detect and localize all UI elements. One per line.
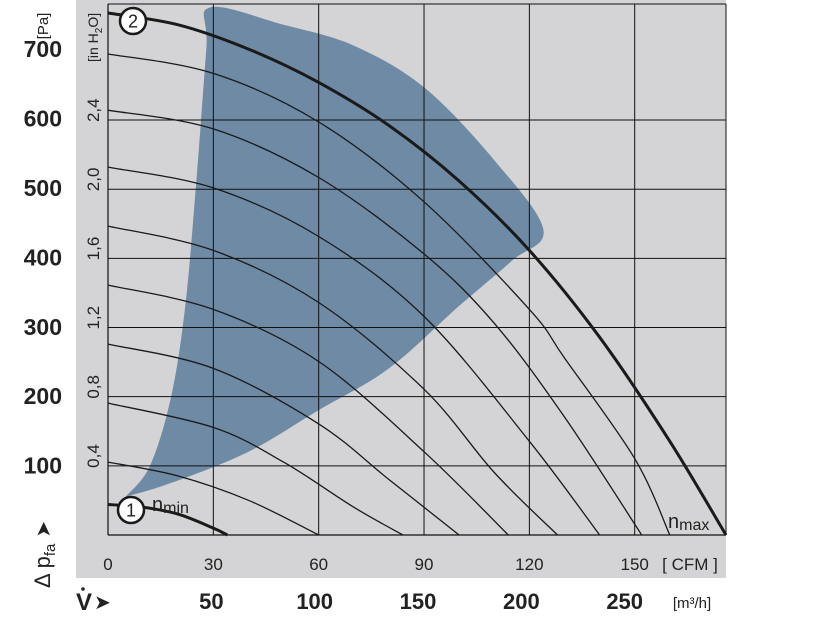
x-tick-cfm: 60 xyxy=(309,555,328,574)
x-tick-m3h: 250 xyxy=(606,589,643,614)
axis-labels: 100200300400500600700[Pa]0,40,81,21,62,0… xyxy=(24,13,718,616)
x-tick-cfm: 0 xyxy=(103,555,112,574)
y-tick-inh2o: 1,2 xyxy=(84,306,103,330)
x-tick-cfm: 30 xyxy=(204,555,223,574)
y-tick-pa: 700 xyxy=(24,36,62,62)
curve-markers: 21 xyxy=(116,6,148,525)
x-tick-cfm: 90 xyxy=(415,555,434,574)
operating-range-area xyxy=(125,6,544,497)
x-axis-symbol: V xyxy=(76,589,92,616)
y-tick-inh2o: 2,4 xyxy=(84,98,103,122)
curve-marker-label: 1 xyxy=(126,501,136,521)
label-nmax: nmax xyxy=(668,511,709,534)
y-tick-pa: 300 xyxy=(24,314,62,340)
x-tick-cfm: 120 xyxy=(515,555,543,574)
y-tick-pa: 600 xyxy=(24,106,62,132)
y-unit-pa: [Pa] xyxy=(35,13,52,40)
y-tick-pa: 100 xyxy=(24,453,62,479)
x-unit-m3h: [m³/h] xyxy=(673,595,711,612)
speed-curve-7 xyxy=(107,343,460,536)
speed-curve-2 xyxy=(107,53,671,536)
speed-curve-8 xyxy=(107,402,404,536)
speed-curve-4 xyxy=(107,166,601,536)
y-tick-inh2o: 2,0 xyxy=(84,168,103,192)
curve-marker-1 xyxy=(116,495,146,525)
x-tick-m3h: 150 xyxy=(400,589,437,614)
speed-curve-9 xyxy=(107,461,319,536)
y-tick-inh2o: 0,8 xyxy=(84,375,103,399)
y-tick-pa: 400 xyxy=(24,244,62,270)
y-tick-pa: 500 xyxy=(24,175,62,201)
x-axis-arrow: ➤ xyxy=(94,592,111,614)
speed-curve-3 xyxy=(107,109,643,536)
curve-marker-label: 2 xyxy=(128,12,138,32)
x-unit-cfm: [ CFM ] xyxy=(662,555,718,574)
curve-marker-2 xyxy=(118,6,148,36)
y-unit-inh2o: [in H2O] xyxy=(85,13,105,62)
y-tick-pa: 200 xyxy=(24,383,62,409)
curve-max xyxy=(107,11,728,536)
bottom-margin xyxy=(76,578,726,624)
speed-curve-6 xyxy=(107,284,509,536)
y-tick-inh2o: 1,6 xyxy=(84,237,103,261)
y-axis-symbol: Δ pfa➤ xyxy=(30,521,59,588)
characteristic-curves xyxy=(107,11,728,537)
label-nmin: nmin xyxy=(152,494,189,517)
x-tick-m3h: 100 xyxy=(296,589,333,614)
x-tick-m3h: 50 xyxy=(199,589,223,614)
y-tick-inh2o: 0,4 xyxy=(84,444,103,468)
grid-lines xyxy=(107,3,727,536)
left-margin xyxy=(0,0,76,624)
x-axis-symbol-dot xyxy=(81,587,85,591)
x-tick-m3h: 200 xyxy=(503,589,540,614)
speed-curve-5 xyxy=(107,225,558,536)
x-tick-cfm: 150 xyxy=(621,555,649,574)
